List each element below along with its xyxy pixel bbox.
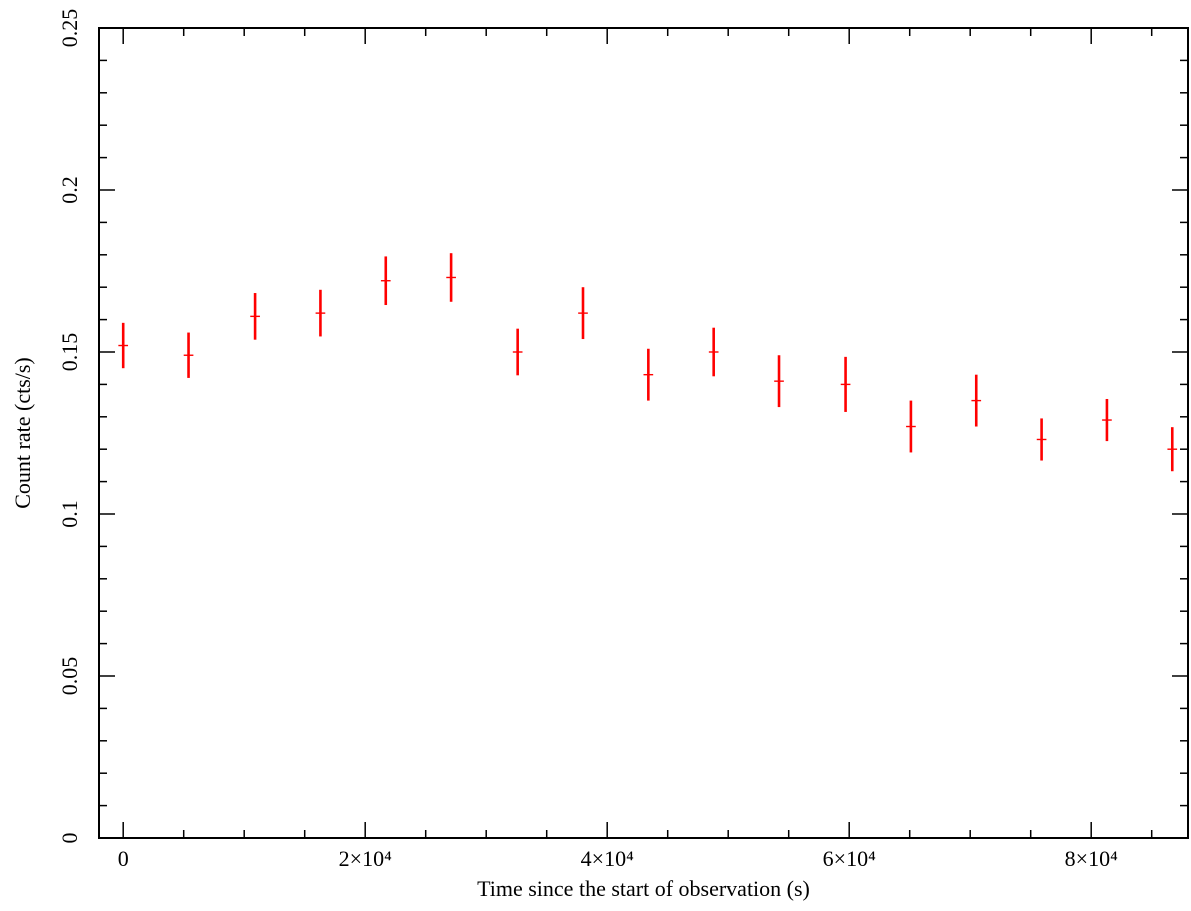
x-tick-label: 4×10⁴ <box>581 846 634 871</box>
x-tick-label: 2×10⁴ <box>339 846 392 871</box>
y-axis: 0 0.05 0.1 0.15 0.2 0.25 <box>57 9 1188 844</box>
y-tick-label: 0 <box>57 833 82 844</box>
data-point <box>446 253 456 302</box>
x-tick-label: 8×10⁴ <box>1065 846 1118 871</box>
y-tick-label: 0.2 <box>57 176 82 204</box>
data-point <box>1036 418 1047 461</box>
y-tick-label: 0.15 <box>57 333 82 372</box>
data-point <box>906 400 916 453</box>
data-point <box>971 374 982 427</box>
data-point <box>840 356 851 412</box>
x-axis-label: Time since the start of observation (s) <box>477 876 810 901</box>
data-point <box>183 332 194 378</box>
y-tick-label: 0.05 <box>57 657 82 696</box>
x-axis: 0 2×10⁴ 4×10⁴ 6×10⁴ 8×10⁴ <box>118 28 1153 871</box>
data-point <box>250 293 260 340</box>
data-point <box>1167 427 1178 472</box>
plot-frame <box>98 27 1189 839</box>
data-series <box>118 253 1178 472</box>
data-point <box>578 287 588 340</box>
x-tick-label: 6×10⁴ <box>823 846 876 871</box>
data-point <box>118 322 129 369</box>
y-tick-label: 0.1 <box>57 500 82 528</box>
y-tick-label: 0.25 <box>57 9 82 48</box>
data-point <box>512 328 523 376</box>
y-axis-label: Count rate (cts/s) <box>10 357 35 509</box>
data-point <box>1102 398 1112 442</box>
data-point <box>708 327 719 377</box>
x-tick-label: 0 <box>118 846 129 871</box>
data-point <box>380 256 391 306</box>
plot-area-border <box>98 27 1189 839</box>
data-point <box>643 348 654 401</box>
data-point <box>315 289 326 337</box>
data-point <box>774 355 784 408</box>
